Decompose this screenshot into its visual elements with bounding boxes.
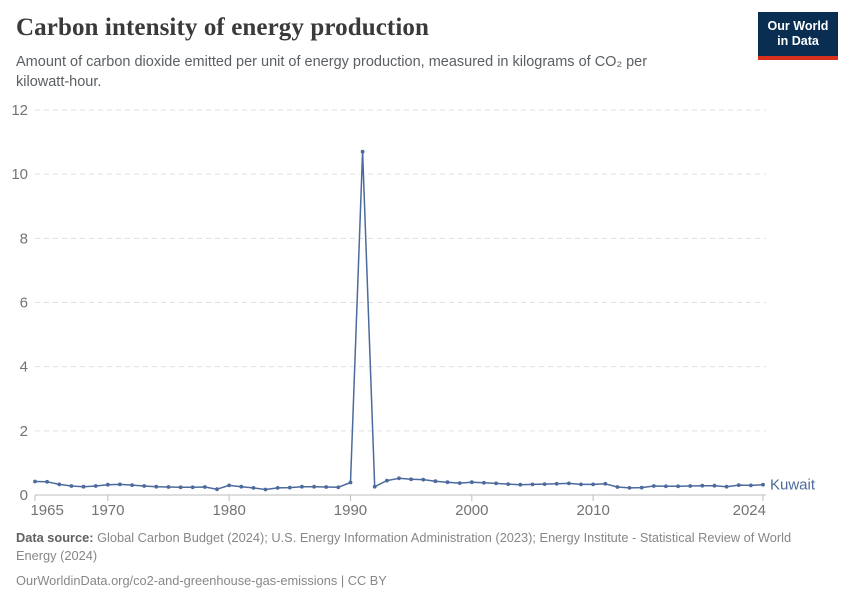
line-chart-canvas: 0 2 4 6 8 10 12 1965 1970 1980 1990 2000 2010 2024 Kuw… [0,100,850,528]
data-point [203,485,207,489]
data-point [33,479,37,484]
data-point [263,487,268,492]
y-tick-label: 4 [20,359,28,376]
x-tick-label: 1965 [30,502,63,519]
data-point [542,482,547,486]
series-label-kuwait: Kuwait [770,477,816,494]
data-point [105,482,110,487]
data-point [57,482,62,487]
y-tick-label: 8 [20,230,28,247]
data-point [433,479,438,484]
data-point [287,485,292,490]
data-point [45,479,49,484]
data-point [360,149,365,154]
x-tick-label: 1970 [91,502,124,519]
data-point [712,483,717,488]
data-source-label: Data source: [16,530,94,545]
data-point [336,485,341,490]
data-point [615,485,620,489]
data-point [385,478,389,483]
x-tick-label: 2000 [455,502,488,519]
chart-header: Carbon intensity of energy production Am… [0,0,850,92]
data-point [688,484,693,488]
owid-logo-line2: in Data [777,34,819,49]
data-point [312,484,316,489]
data-point [518,482,523,487]
data-point [227,483,232,488]
owid-logo-line1: Our World [767,19,829,33]
data-point [579,482,583,487]
line-chart-svg: 0 2 4 6 8 10 12 1965 1970 1980 1990 2000 2010 2024Kuw… [11,102,816,519]
data-point [154,484,159,489]
y-tick-label: 6 [20,295,28,312]
y-tick-label: 12 [11,102,28,119]
data-point [530,482,535,487]
data-point [639,485,644,490]
data-point [300,484,304,489]
data-point [93,484,98,488]
data-point [664,484,668,489]
data-point [409,477,413,482]
data-point [469,480,474,485]
data-point [397,476,401,481]
data-point [676,484,680,489]
data-point [506,482,511,486]
y-tick-label: 2 [20,423,28,440]
data-point [348,480,353,485]
x-tick-label: 1990 [334,502,367,519]
data-point [215,487,219,492]
data-point [275,486,280,490]
data-point [239,484,244,489]
data-point [324,485,329,489]
chart-subtitle: Amount of carbon dioxide emitted per uni… [16,53,648,90]
x-tick-label: 2024 [733,502,766,519]
data-point [749,483,753,488]
data-point [627,486,632,490]
data-source-value: Global Carbon Budget (2024); U.S. Energy… [16,530,792,563]
data-point [724,484,729,489]
data-point [482,480,486,485]
data-point [142,484,147,488]
data-point [166,485,171,489]
data-point [251,486,256,490]
x-tick-label: 1980 [212,502,245,519]
owid-logo: Our World in Data [758,12,838,60]
data-point [736,483,741,487]
data-point [603,481,608,486]
data-point [651,484,656,488]
data-point [445,480,450,485]
data-point [761,482,765,487]
data-point [421,477,426,482]
data-source-text: Data source: Global Carbon Budget (2024)… [16,529,822,565]
data-point [81,484,86,489]
x-tick-label: 2010 [576,502,609,519]
data-point [554,481,559,486]
data-point [494,481,498,486]
y-tick-label: 0 [20,487,28,504]
chart-title: Carbon intensity of energy production [16,14,429,41]
kuwait-line [34,150,764,491]
y-tick-label: 10 [11,166,28,183]
data-point [372,484,377,489]
license-text: OurWorldinData.org/co2-and-greenhouse-ga… [16,572,387,588]
data-point [178,485,183,490]
data-point [130,483,135,487]
data-point [69,484,74,488]
data-point [591,482,595,487]
data-point [457,481,462,485]
chart-footer: Data source: Global Carbon Budget (2024)… [16,529,822,590]
data-point [118,482,122,487]
data-point [700,483,705,488]
data-point [567,481,571,486]
data-point [190,485,195,490]
